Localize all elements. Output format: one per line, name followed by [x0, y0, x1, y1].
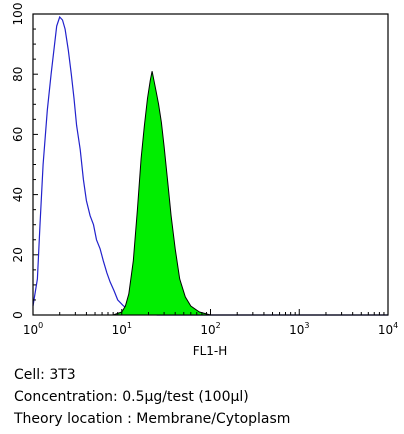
caption: Cell: 3T3 Concentration: 0.5µg/test (100…: [14, 364, 290, 430]
series-0-outline: [32, 15, 388, 316]
x-tick-label-1000: 103: [289, 321, 309, 337]
y-axis: 0 20 40 60 80 100: [11, 3, 38, 319]
caption-concentration: Concentration: 0.5µg/test (100µl): [14, 389, 249, 405]
histogram-chart: 0 20 40 60 80 100 100 101 102 103 104 FL1-H: [11, 3, 398, 358]
y-tick-label-100: 100: [11, 3, 25, 26]
y-tick-label-60: 60: [11, 127, 25, 142]
caption-cell: Cell: 3T3: [14, 367, 76, 383]
x-axis: 100 101 102 103 104: [23, 309, 398, 337]
x-tick-label-10: 101: [112, 321, 132, 337]
y-tick-label-20: 20: [11, 247, 25, 262]
x-tick-label-100: 102: [200, 321, 220, 337]
series-1-filled-area: [33, 71, 388, 316]
x-tick-label-1: 100: [23, 321, 43, 337]
y-tick-label-0: 0: [11, 311, 25, 319]
y-tick-label-40: 40: [11, 187, 25, 202]
x-axis-label: FL1-H: [193, 344, 228, 358]
plot-series: [32, 15, 388, 316]
y-tick-label-80: 80: [11, 67, 25, 82]
x-tick-label-10000: 104: [378, 321, 398, 337]
caption-location: Theory location : Membrane/Cytoplasm: [14, 411, 291, 427]
plot-frame: [32, 13, 389, 316]
